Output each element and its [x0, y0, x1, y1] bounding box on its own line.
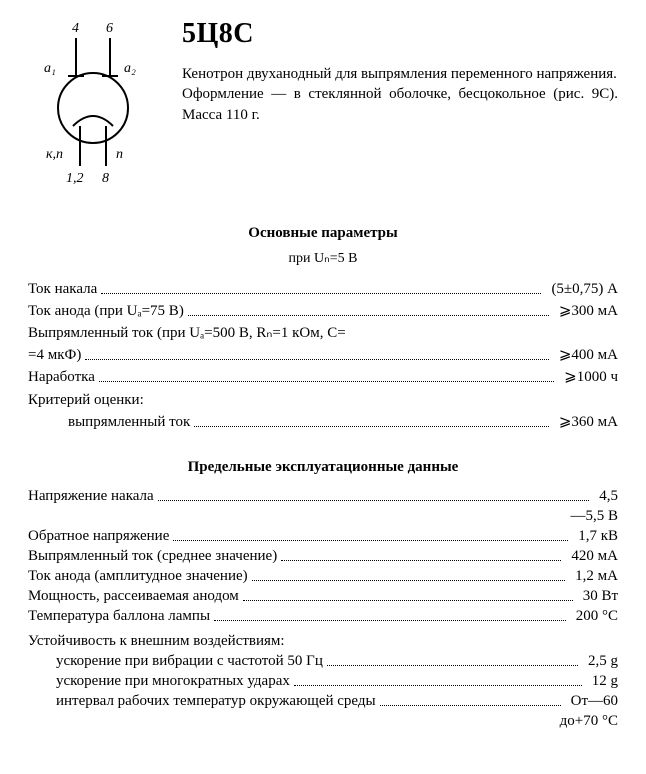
param-value: 30 Вт: [577, 588, 618, 605]
leader-dots: [380, 705, 561, 706]
param-value-continued: до+70 °C: [28, 713, 618, 730]
param-value: 1,2 мА: [569, 568, 618, 585]
leader-dots: [173, 540, 568, 541]
leader-dots: [99, 381, 554, 382]
description-1: Кенотрон двуханодный для выпрямления пер…: [182, 64, 618, 84]
param-value: ⩾300 мА: [553, 301, 618, 320]
param-row: =4 мкФ) ⩾400 мА: [28, 345, 618, 364]
param-label: ускорение при многократных ударах: [56, 673, 290, 690]
param-value: (5±0,75) А: [545, 281, 618, 298]
header-row: 4 6 a₁ a₂ к,п п 1,2 8 5Ц8С Кенотрон двух…: [28, 18, 618, 193]
param-value: 420 мА: [565, 548, 618, 565]
part-number: 5Ц8С: [182, 18, 618, 50]
leader-dots: [101, 293, 541, 294]
param-row: ускорение при вибрации с частотой 50 Гц 2…: [28, 653, 618, 670]
param-row: Ток анода (амплитудное значение) 1,2 мА: [28, 568, 618, 585]
leader-dots: [158, 500, 590, 501]
diagram-label-top2: 6: [106, 21, 113, 36]
main-params-list: Ток накала (5±0,75) А Ток анода (при Uₐ=75…: [28, 281, 618, 386]
criterion-label: Критерий оценки:: [28, 392, 618, 409]
param-label: Ток накала: [28, 281, 97, 298]
param-row: Температура баллона лампы 200 °C: [28, 608, 618, 625]
param-label: ускорение при вибрации с частотой 50 Гц: [56, 653, 323, 670]
param-row: интервал рабочих температур окружающей с…: [28, 693, 618, 710]
param-value: —5,5 В: [564, 508, 618, 525]
tube-diagram: 4 6 a₁ a₂ к,п п 1,2 8: [28, 18, 158, 193]
title-block: 5Ц8С Кенотрон двуханодный для выпрямлени…: [182, 18, 618, 125]
param-label: Наработка: [28, 369, 95, 386]
param-label: Выпрямленный ток (при Uₐ=500 В, Rₙ=1 кОм…: [28, 323, 346, 342]
param-value: 200 °C: [570, 608, 618, 625]
param-label: Мощность, рассеиваемая анодом: [28, 588, 239, 605]
param-value: 1,7 кВ: [572, 528, 618, 545]
env-rows: ускорение при вибрации с частотой 50 Гц 2…: [28, 653, 618, 730]
section-title-limits: Предельные эксплуатационные данные: [28, 459, 618, 476]
param-label: интервал рабочих температур окружающей с…: [56, 693, 376, 710]
param-row: Ток анода (при Uₐ=75 В) ⩾300 мА: [28, 301, 618, 320]
param-row: Выпрямленный ток (среднее значение) 420 м…: [28, 548, 618, 565]
param-row: Выпрямленный ток (при Uₐ=500 В, Rₙ=1 кОм…: [28, 323, 618, 342]
leader-dots: [327, 665, 578, 666]
param-row: выпрямленный ток ⩾360 мА: [28, 412, 618, 431]
leader-dots: [281, 560, 561, 561]
param-label: Выпрямленный ток (среднее значение): [28, 548, 277, 565]
diagram-label-n: п: [116, 147, 123, 162]
diagram-label-a2: a₂: [124, 61, 136, 76]
section-title-main: Основные параметры: [28, 225, 618, 242]
param-value: ⩾400 мА: [553, 345, 618, 364]
section-subtitle-main: при Uₙ=5 В: [28, 250, 618, 267]
param-value: От—60: [565, 693, 618, 710]
leader-dots: [194, 426, 549, 427]
description-2: Оформление — в стеклянной оболочке, бесц…: [182, 84, 618, 125]
param-row: Мощность, рассеиваемая анодом 30 Вт: [28, 588, 618, 605]
leader-dots: [243, 600, 573, 601]
param-label: Ток анода (при Uₐ=75 В): [28, 303, 184, 320]
param-label: Обратное напряжение: [28, 528, 169, 545]
param-row: Наработка ⩾1000 ч: [28, 367, 618, 386]
param-row: Напряжение накала 4,5: [28, 488, 618, 505]
param-value: ⩾360 мА: [553, 412, 618, 431]
param-label: выпрямленный ток: [68, 414, 190, 431]
leader-dots: [188, 315, 549, 316]
param-value: 12 g: [586, 673, 618, 690]
param-value-continued: —5,5 В: [28, 508, 618, 525]
criterion-rows: выпрямленный ток ⩾360 мА: [28, 412, 618, 431]
param-label: Температура баллона лампы: [28, 608, 210, 625]
diagram-label-a1: a₁: [44, 61, 56, 76]
param-label: Ток анода (амплитудное значение): [28, 568, 248, 585]
diagram-label-bot2: 8: [102, 171, 109, 186]
param-label: =4 мкФ): [28, 347, 81, 364]
leader-dots: [252, 580, 566, 581]
param-value: до+70 °C: [554, 713, 618, 730]
param-row: ускорение при многократных ударах 12 g: [28, 673, 618, 690]
diagram-label-kn: к,п: [46, 147, 63, 162]
param-row: Обратное напряжение 1,7 кВ: [28, 528, 618, 545]
param-value: 4,5: [593, 488, 618, 505]
diagram-label-top1: 4: [72, 21, 79, 36]
param-value: ⩾1000 ч: [558, 367, 618, 386]
param-row: Ток накала (5±0,75) А: [28, 281, 618, 298]
leader-dots: [85, 359, 549, 360]
limit-rows: Напряжение накала 4,5 —5,5 В Обратное напря…: [28, 488, 618, 625]
param-value: 2,5 g: [582, 653, 618, 670]
leader-dots: [294, 685, 582, 686]
leader-dots: [214, 620, 566, 621]
env-label: Устойчивость к внешним воздействиям:: [28, 633, 618, 650]
diagram-label-bot1: 1,2: [66, 171, 84, 186]
param-label: Напряжение накала: [28, 488, 154, 505]
